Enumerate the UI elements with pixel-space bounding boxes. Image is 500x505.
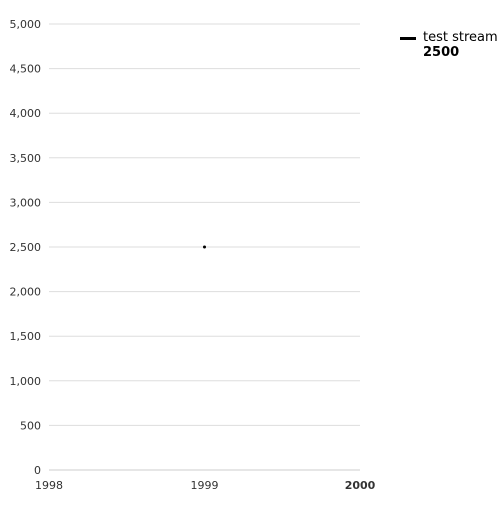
series-layer: [203, 246, 206, 249]
y-tick-label: 3,500: [10, 152, 42, 165]
y-tick-label: 1,000: [10, 375, 42, 388]
x-tick-label: 1999: [191, 479, 219, 492]
data-point: [203, 246, 206, 249]
y-tick-label: 2,500: [10, 241, 42, 254]
legend-item[interactable]: test stream: [400, 30, 498, 46]
y-tick-label: 1,500: [10, 330, 42, 343]
y-axis-ticks: 0 500 1,000 1,500 2,000 2,500 3,000 3,500 4,000 4…: [10, 18, 42, 477]
x-tick-label: 1998: [35, 479, 63, 492]
y-tick-label: 4,000: [10, 107, 42, 120]
legend-swatch: [400, 37, 416, 40]
x-axis-ticks: 1998 1999 2000: [35, 479, 376, 492]
y-tick-label: 5,000: [10, 18, 42, 31]
y-tick-label: 4,500: [10, 63, 42, 76]
y-tick-label: 2,000: [10, 286, 42, 299]
y-tick-label: 0: [34, 464, 41, 477]
legend-series-value: 2500: [423, 46, 498, 60]
y-tick-label: 500: [20, 419, 41, 432]
y-tick-label: 3,000: [10, 196, 42, 209]
legend: test stream 2500: [400, 30, 498, 60]
x-tick-label: 2000: [345, 479, 376, 492]
legend-series-name: test stream: [423, 30, 498, 46]
